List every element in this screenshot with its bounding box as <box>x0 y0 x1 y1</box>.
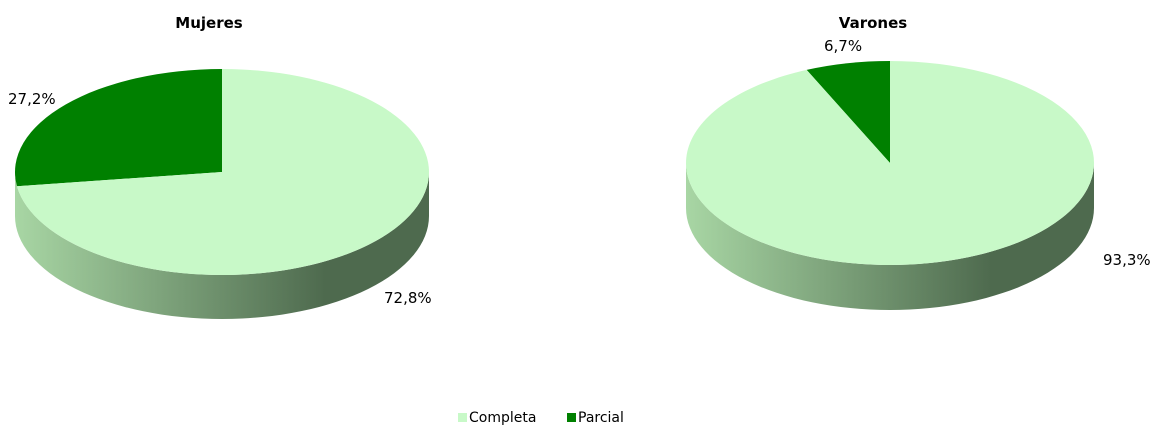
legend-label-parcial: Parcial <box>578 410 624 426</box>
pie-slice-mujeres-completa <box>16 69 429 275</box>
pie-slice-varones-completa <box>686 61 1095 265</box>
legend-label-completa: Completa <box>469 410 536 426</box>
legend-swatch-parcial <box>567 413 576 422</box>
data-label-mujeres-parcial: 27,2% <box>8 90 56 108</box>
data-label-mujeres-completa: 72,8% <box>384 289 432 307</box>
pie-varones <box>686 61 1095 310</box>
pie-title-mujeres: Mujeres <box>175 14 242 32</box>
pie-slice-varones-parcial <box>806 61 890 163</box>
pie-mujeres <box>14 69 429 319</box>
pie-slice-mujeres-parcial <box>14 69 223 187</box>
legend-swatch-completa <box>458 413 467 422</box>
pie-side-varones <box>686 163 1094 310</box>
data-label-varones-completa: 93,3% <box>1103 251 1151 269</box>
data-label-varones-parcial: 6,7% <box>824 37 862 55</box>
legend: Completa Parcial <box>458 410 624 426</box>
pie-side-mujeres <box>15 172 429 319</box>
pie-title-varones: Varones <box>839 14 907 32</box>
